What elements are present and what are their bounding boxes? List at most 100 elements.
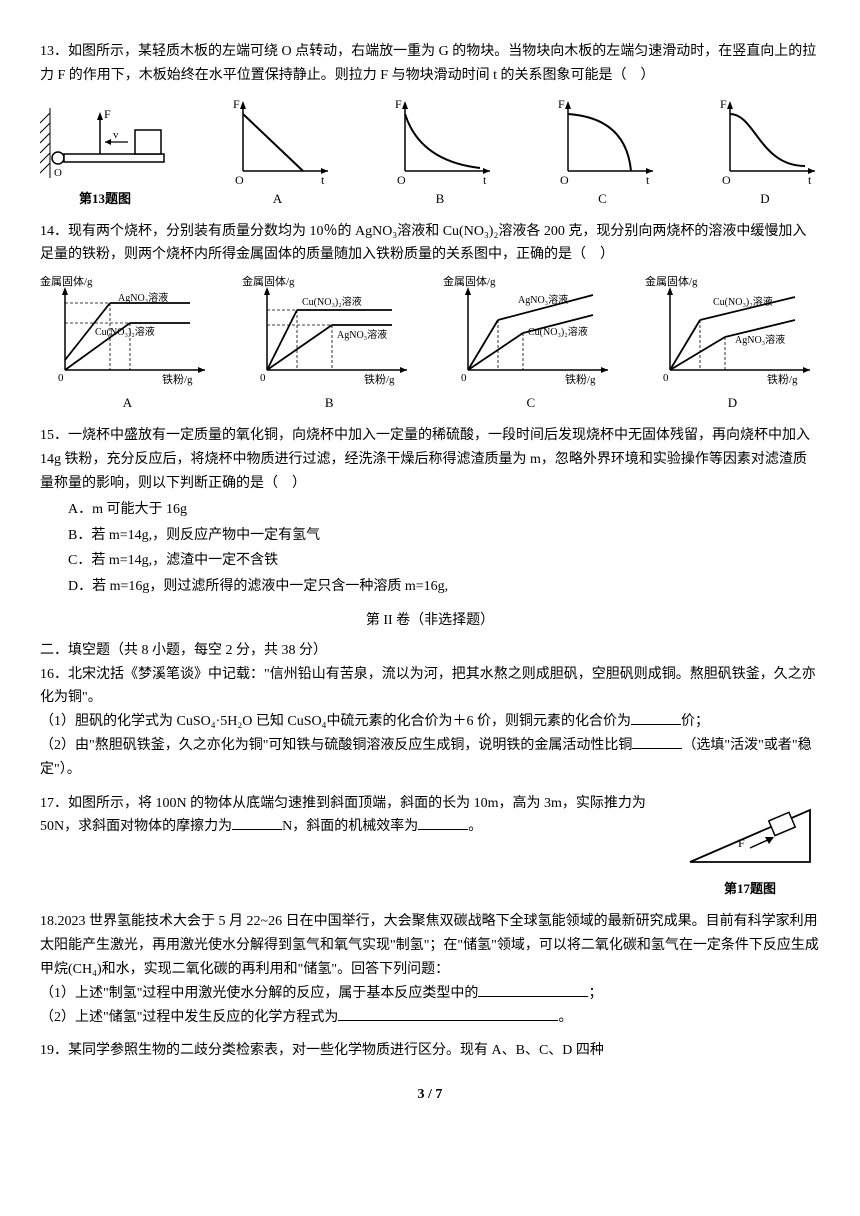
svg-text:铁粉/g: 铁粉/g xyxy=(767,373,798,386)
q18-part1-post: ； xyxy=(588,986,602,1001)
svg-text:金属固体/g: 金属固体/g xyxy=(443,275,496,288)
q18-part2-pre: （2）上述"储氢"过程中发生反应的化学方程式为 xyxy=(40,1010,338,1025)
svg-text:v: v xyxy=(113,129,119,141)
option-a-label: A xyxy=(273,188,282,210)
q14-graph-d: 金属固体/g Cu(NO₃)₂溶液 AgNO₃溶液 0 铁粉/g D xyxy=(645,275,820,414)
q14-text: 14．现有两个烧杯，分别装有质量分数均为 10％的 AgNO₃溶液和 Cu(NO… xyxy=(40,224,806,263)
q14-b-label: B xyxy=(325,392,334,414)
q13-graphs-row: O v F 第13题图 xyxy=(40,96,820,210)
q16-part1-post: 价； xyxy=(681,714,709,729)
q16-part1: （1）胆矾的化学式为 CuSO₄·5H₂O 已知 CuSO₄中硫元素的化合价为＋… xyxy=(40,710,820,734)
q15-option-c: C．若 m=14g,，滤渣中一定不含铁 xyxy=(68,549,820,573)
question-17: F 第17题图 17．如图所示，将 100N 的物体从底端匀速推到斜面顶端，斜面… xyxy=(40,792,820,901)
svg-text:F: F xyxy=(233,97,240,111)
q14-b-icon: 金属固体/g Cu(NO₃)₂溶液 AgNO₃溶液 0 铁粉/g xyxy=(242,275,417,390)
svg-text:F: F xyxy=(395,97,402,111)
svg-text:AgNO₃溶液: AgNO₃溶液 xyxy=(118,291,168,304)
svg-text:0: 0 xyxy=(461,372,467,384)
q18-text: 18.2023 世界氢能技术大会于 5 月 22~26 日在中国举行，大会聚焦双… xyxy=(40,914,819,977)
svg-text:AgNO₃溶液: AgNO₃溶液 xyxy=(518,293,568,306)
svg-text:F: F xyxy=(558,97,565,111)
svg-text:Cu(NO₃)₂溶液: Cu(NO₃)₂溶液 xyxy=(302,295,362,308)
q14-a-label: A xyxy=(123,392,132,414)
svg-text:0: 0 xyxy=(663,372,669,384)
svg-text:O: O xyxy=(722,173,731,186)
q13-graph-d: F O t D xyxy=(710,96,820,210)
svg-text:Cu(NO₃)₂溶液: Cu(NO₃)₂溶液 xyxy=(713,295,773,308)
blank-input[interactable] xyxy=(478,982,588,997)
option-c-label: C xyxy=(598,188,607,210)
q13-graph-a: F O t A xyxy=(223,96,333,210)
section-2-title: 第 II 卷（非选择题） xyxy=(40,609,820,633)
question-19: 19．某同学参照生物的二歧分类检索表，对一些化学物质进行区分。现有 A、B、C、… xyxy=(40,1039,820,1063)
q14-c-label: C xyxy=(526,392,535,414)
q17-caption: 第17题图 xyxy=(680,878,820,900)
graph-a-icon: F O t xyxy=(223,96,333,186)
section-2-subtitle: 二．填空题（共 8 小题，每空 2 分，共 38 分） xyxy=(40,639,820,663)
svg-text:O: O xyxy=(235,173,244,186)
question-16: 16．北宋沈括《梦溪笔谈》中记载："信州铅山有苦泉，流以为河，把其水熬之则成胆矾… xyxy=(40,663,820,782)
blank-input[interactable] xyxy=(232,815,282,830)
q14-a-icon: 金属固体/g AgNO₃溶液 Cu(NO₃)₂溶液 0 铁粉/g xyxy=(40,275,215,390)
svg-text:AgNO₃溶液: AgNO₃溶液 xyxy=(337,328,387,341)
q14-d-label: D xyxy=(728,392,737,414)
svg-text:t: t xyxy=(808,173,812,186)
q14-graph-c: 金属固体/g AgNO₃溶液 Cu(NO₃)₂溶液 0 铁粉/g C xyxy=(443,275,618,414)
svg-text:铁粉/g: 铁粉/g xyxy=(162,373,193,386)
q13-text: 13．如图所示，某轻质木板的左端可绕 O 点转动，右端放一重为 G 的物块。当物… xyxy=(40,44,816,83)
blank-input[interactable] xyxy=(631,710,681,725)
q17-mid: N，斜面的机械效率为 xyxy=(282,819,418,834)
svg-text:F: F xyxy=(738,836,745,850)
blank-input[interactable] xyxy=(632,734,682,749)
q16-text: 16．北宋沈括《梦溪笔谈》中记载："信州铅山有苦泉，流以为河，把其水熬之则成胆矾… xyxy=(40,667,816,706)
q14-c-icon: 金属固体/g AgNO₃溶液 Cu(NO₃)₂溶液 0 铁粉/g xyxy=(443,275,618,390)
incline-icon: F xyxy=(680,792,820,870)
q15-option-a: A．m 可能大于 16g xyxy=(68,498,820,522)
svg-text:O: O xyxy=(397,173,406,186)
svg-text:F: F xyxy=(104,107,111,121)
q16-part2-pre: （2）由"熬胆矾铁釜，久之亦化为铜"可知铁与硫酸铜溶液反应生成铜，说明铁的金属活… xyxy=(40,738,632,753)
svg-text:金属固体/g: 金属固体/g xyxy=(40,275,93,288)
q18-part1-pre: （1）上述"制氢"过程中用激光使水分解的反应，属于基本反应类型中的 xyxy=(40,986,478,1001)
q13-graph-b: F O t B xyxy=(385,96,495,210)
question-18: 18.2023 世界氢能技术大会于 5 月 22~26 日在中国举行，大会聚焦双… xyxy=(40,910,820,1029)
q18-part2-post: 。 xyxy=(558,1010,572,1025)
svg-text:O: O xyxy=(560,173,569,186)
blank-input[interactable] xyxy=(338,1006,558,1021)
q15-option-d: D．若 m=16g，则过滤所得的滤液中一定只含一种溶质 m=16g, xyxy=(68,575,820,599)
q15-text: 15．一烧杯中盛放有一定质量的氧化铜，向烧杯中加入一定量的稀硫酸，一段时间后发现… xyxy=(40,428,810,491)
svg-text:AgNO₃溶液: AgNO₃溶液 xyxy=(735,333,785,346)
q18-part1: （1）上述"制氢"过程中用激光使水分解的反应，属于基本反应类型中的 ； xyxy=(40,982,820,1006)
svg-text:Cu(NO₃)₂溶液: Cu(NO₃)₂溶液 xyxy=(528,325,588,338)
svg-text:t: t xyxy=(321,173,325,186)
q19-text: 19．某同学参照生物的二歧分类检索表，对一些化学物质进行区分。现有 A、B、C、… xyxy=(40,1043,604,1058)
q14-graphs-row: 金属固体/g AgNO₃溶液 Cu(NO₃)₂溶液 0 铁粉/g xyxy=(40,275,820,414)
page-number: 3 / 7 xyxy=(40,1083,820,1107)
q15-options: A．m 可能大于 16g B．若 m=14g,，则反应产物中一定有氢气 C．若 … xyxy=(68,498,820,599)
q15-option-b: B．若 m=14g,，则反应产物中一定有氢气 xyxy=(68,524,820,548)
svg-text:O: O xyxy=(54,167,62,179)
blank-input[interactable] xyxy=(418,815,468,830)
q13-graph-c: F O t C xyxy=(548,96,658,210)
svg-text:t: t xyxy=(646,173,650,186)
q13-diagram: O v F 第13题图 xyxy=(40,98,170,210)
q14-d-icon: 金属固体/g Cu(NO₃)₂溶液 AgNO₃溶液 0 铁粉/g xyxy=(645,275,820,390)
graph-d-icon: F O t xyxy=(710,96,820,186)
option-b-label: B xyxy=(436,188,445,210)
q14-graph-b: 金属固体/g Cu(NO₃)₂溶液 AgNO₃溶液 0 铁粉/g B xyxy=(242,275,417,414)
question-15: 15．一烧杯中盛放有一定质量的氧化铜，向烧杯中加入一定量的稀硫酸，一段时间后发现… xyxy=(40,424,820,599)
graph-b-icon: F O t xyxy=(385,96,495,186)
q16-part1-pre: （1）胆矾的化学式为 CuSO₄·5H₂O 已知 CuSO₄中硫元素的化合价为＋… xyxy=(40,714,631,729)
svg-text:0: 0 xyxy=(260,372,266,384)
svg-text:t: t xyxy=(483,173,487,186)
lever-icon: O v F xyxy=(40,98,170,188)
svg-text:0: 0 xyxy=(58,372,64,384)
q17-post: 。 xyxy=(468,819,482,834)
svg-text:金属固体/g: 金属固体/g xyxy=(645,275,698,288)
q17-figure: F 第17题图 xyxy=(680,792,820,901)
svg-text:Cu(NO₃)₂溶液: Cu(NO₃)₂溶液 xyxy=(95,325,155,338)
question-14: 14．现有两个烧杯，分别装有质量分数均为 10％的 AgNO₃溶液和 Cu(NO… xyxy=(40,220,820,415)
option-d-label: D xyxy=(760,188,769,210)
q18-part2: （2）上述"储氢"过程中发生反应的化学方程式为 。 xyxy=(40,1006,820,1030)
graph-c-icon: F O t xyxy=(548,96,658,186)
